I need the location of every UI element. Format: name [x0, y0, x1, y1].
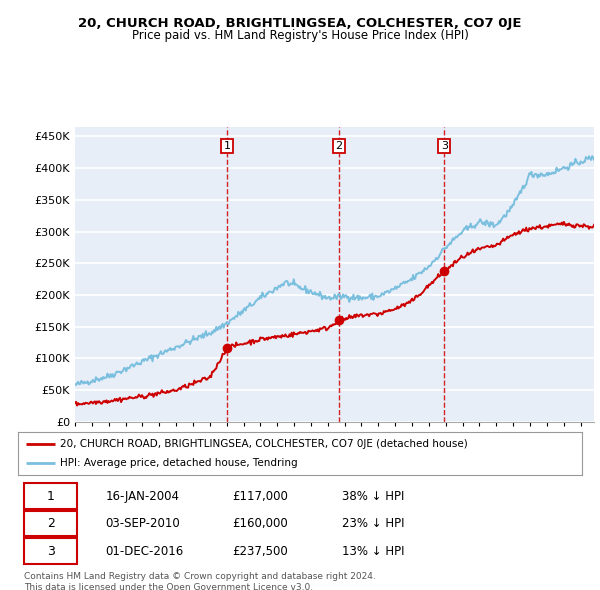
Text: 03-SEP-2010: 03-SEP-2010: [106, 517, 180, 530]
FancyBboxPatch shape: [23, 483, 77, 509]
FancyBboxPatch shape: [23, 538, 77, 564]
Text: £117,000: £117,000: [232, 490, 288, 503]
Text: Price paid vs. HM Land Registry's House Price Index (HPI): Price paid vs. HM Land Registry's House …: [131, 30, 469, 42]
Text: 1: 1: [224, 141, 231, 151]
Text: 20, CHURCH ROAD, BRIGHTLINGSEA, COLCHESTER, CO7 0JE: 20, CHURCH ROAD, BRIGHTLINGSEA, COLCHEST…: [78, 17, 522, 30]
Text: 3: 3: [441, 141, 448, 151]
Text: 16-JAN-2004: 16-JAN-2004: [106, 490, 179, 503]
Text: 1: 1: [47, 490, 55, 503]
Text: 13% ↓ HPI: 13% ↓ HPI: [342, 545, 405, 558]
Text: 20, CHURCH ROAD, BRIGHTLINGSEA, COLCHESTER, CO7 0JE (detached house): 20, CHURCH ROAD, BRIGHTLINGSEA, COLCHEST…: [60, 438, 468, 448]
Text: £160,000: £160,000: [232, 517, 288, 530]
Text: 2: 2: [335, 141, 343, 151]
Text: 01-DEC-2016: 01-DEC-2016: [106, 545, 184, 558]
FancyBboxPatch shape: [23, 511, 77, 536]
Text: 38% ↓ HPI: 38% ↓ HPI: [342, 490, 404, 503]
Text: £237,500: £237,500: [232, 545, 288, 558]
Text: 2: 2: [47, 517, 55, 530]
Text: HPI: Average price, detached house, Tendring: HPI: Average price, detached house, Tend…: [60, 458, 298, 468]
Text: Contains HM Land Registry data © Crown copyright and database right 2024.
This d: Contains HM Land Registry data © Crown c…: [24, 572, 376, 590]
Text: 3: 3: [47, 545, 55, 558]
Text: 23% ↓ HPI: 23% ↓ HPI: [342, 517, 405, 530]
